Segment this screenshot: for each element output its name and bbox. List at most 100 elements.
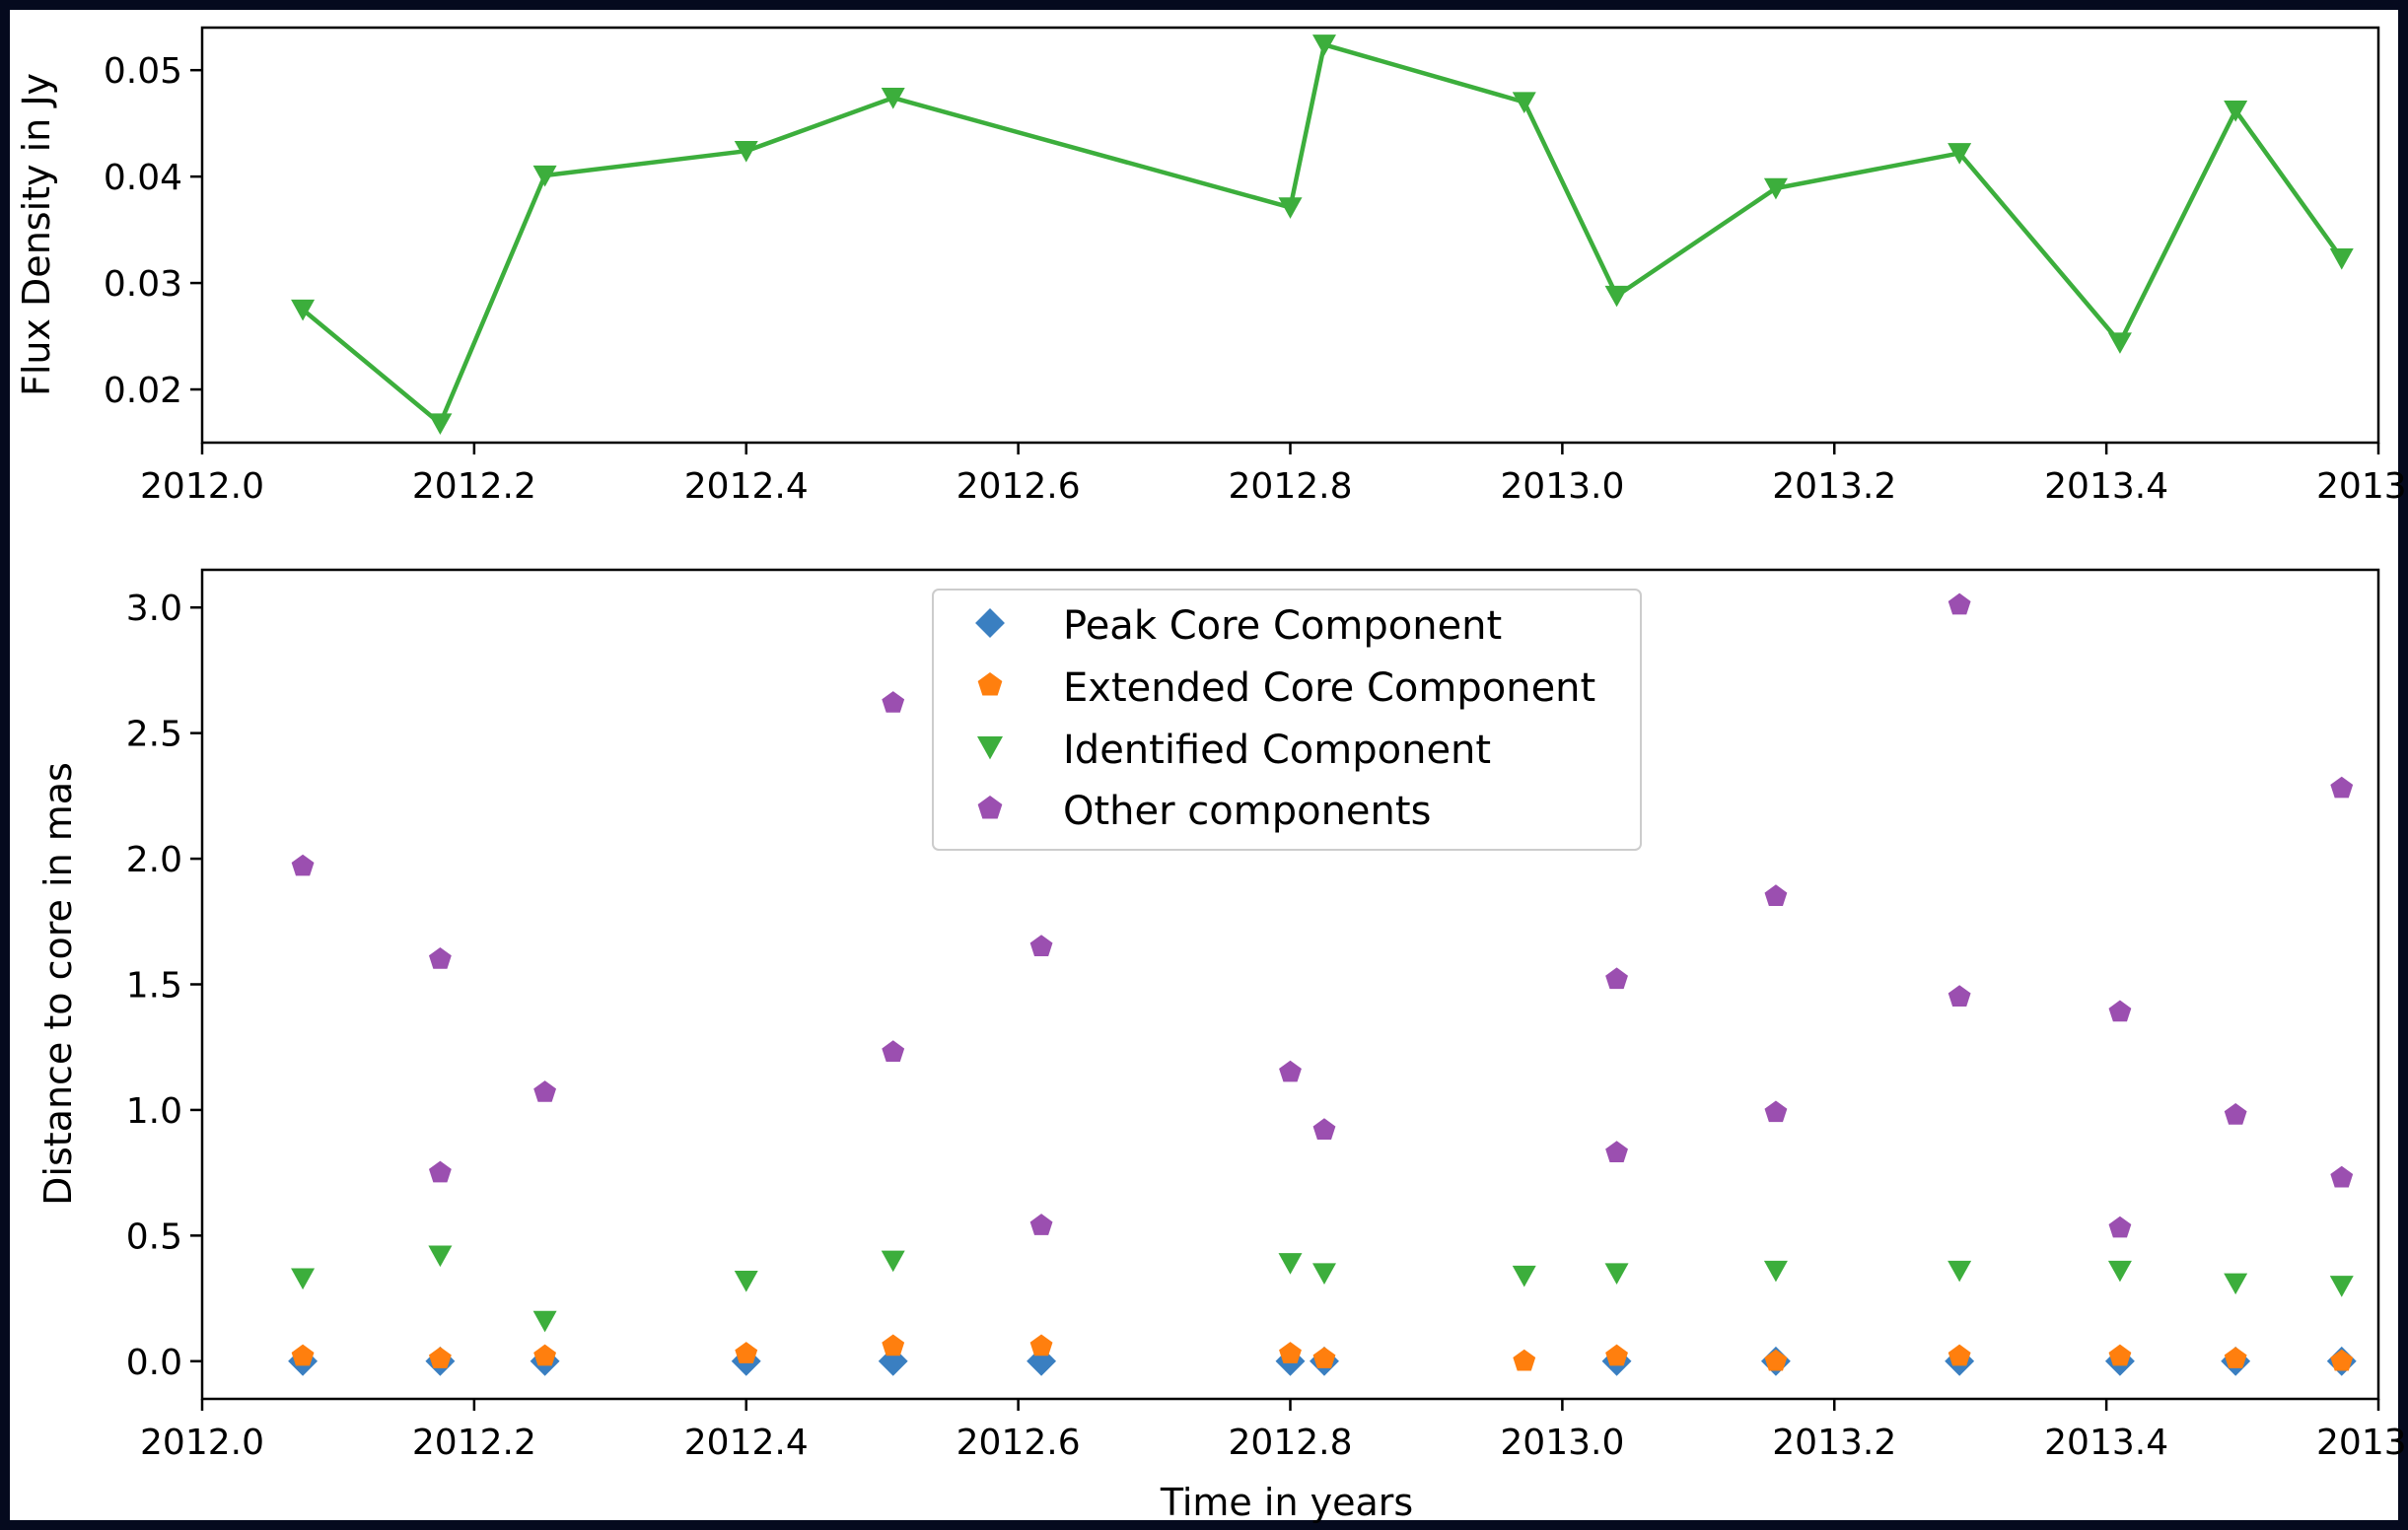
distance-data-point (533, 1080, 557, 1102)
distance-data-point (735, 1342, 758, 1363)
distance-data-point (1948, 1260, 1972, 1283)
legend-markers (975, 608, 1005, 819)
flux-data-point (2224, 101, 2248, 122)
distance-data-point (881, 1250, 905, 1273)
flux-x-tick-label: 2012.8 (1229, 466, 1353, 507)
distance-data-point (2224, 1273, 2248, 1295)
flux-density-x-ticks: 2012.0 2012.2 2012.4 2012.6 2012.8 2013.0 2013… (140, 443, 2408, 507)
distance-y-tick-label: 0.0 (126, 1343, 182, 1383)
distance-data-point (291, 1268, 316, 1290)
legend-label-extended: Extended Core Component (1063, 665, 1595, 711)
distance-data-point (882, 1040, 905, 1063)
flux-data-point (1512, 92, 1536, 113)
distance-data-point (532, 1310, 557, 1333)
distance-x-ticks: 2012.0 2012.2 2012.4 2012.6 2012.8 2013.0 2013… (140, 1399, 2408, 1463)
distance-series-3 (291, 592, 2354, 1238)
distance-x-axis-label: Time in years (1160, 1481, 1413, 1524)
distance-data-point (2108, 1344, 2132, 1366)
distance-data-point (428, 947, 452, 969)
flux-data-point (881, 88, 905, 109)
flux-density-panel: 0.020.030.040.05 2012.0 2012.2 2012.4 2012.… (15, 26, 2408, 507)
distance-data-point (2108, 1000, 2132, 1022)
distance-x-tick-label: 2012.4 (684, 1423, 809, 1463)
legend-label-identified: Identified Component (1063, 728, 1491, 773)
distance-x-tick-label: 2012.8 (1229, 1423, 1353, 1463)
distance-data-point (2330, 1165, 2354, 1188)
distance-data-point (2224, 1103, 2247, 1125)
distance-data-point (2107, 1260, 2132, 1283)
distance-data-point (1029, 935, 1053, 956)
distance-data-point (291, 854, 315, 876)
distance-data-point (428, 1347, 452, 1368)
flux-data-point (1278, 197, 1303, 219)
distance-data-point (1763, 1260, 1788, 1283)
distance-data-point (1279, 1342, 1302, 1363)
distance-data-point (1605, 1344, 1628, 1366)
distance-data-point (428, 1245, 453, 1268)
distance-data-point (1605, 967, 1628, 990)
legend-marker-0 (975, 608, 1005, 638)
distance-data-point (1279, 1060, 1302, 1082)
flux-data-point (734, 141, 758, 163)
distance-data-point (1948, 1344, 1971, 1366)
distance-data-point (1029, 1214, 1053, 1235)
flux-density-plot-area (291, 35, 2354, 435)
distance-data-point (882, 691, 905, 713)
distance-y-tick-label: 3.0 (126, 589, 182, 629)
legend: Peak Core Component Extended Core Compon… (932, 589, 1642, 851)
distance-panel: 0.0 0.5 1.0 1.5 2.0 2.5 3.0 2012.0 2012.2 2012.4… (36, 568, 2408, 1524)
legend-label-other: Other components (1063, 789, 1431, 834)
distance-data-point (2329, 1276, 2354, 1297)
distance-data-point (1513, 1349, 1536, 1371)
flux-x-tick-label: 2012.0 (140, 466, 264, 507)
flux-data-point (2329, 248, 2354, 270)
distance-data-point (1311, 1263, 1336, 1285)
flux-data-point (2107, 332, 2132, 354)
flux-x-tick-label: 2012.4 (684, 466, 809, 507)
flux-x-tick-label: 2012.6 (956, 466, 1081, 507)
legend-label-peak: Peak Core Component (1063, 603, 1502, 649)
flux-data-point (1948, 143, 1972, 165)
distance-x-tick-label: 2012.0 (140, 1423, 264, 1463)
flux-y-tick-label: 0.02 (104, 371, 182, 411)
distance-data-point (1764, 1349, 1788, 1371)
distance-y-tick-label: 2.0 (126, 840, 182, 880)
flux-x-tick-label: 2013.0 (1500, 466, 1624, 507)
legend-box (932, 589, 1642, 851)
flux-y-tick-label: 0.03 (104, 264, 182, 305)
flux-y-tick-label: 0.04 (104, 158, 182, 198)
distance-data-point (1512, 1265, 1536, 1287)
flux-y-tick-label: 0.05 (104, 51, 182, 92)
distance-series-2 (291, 1245, 2354, 1333)
flux-x-tick-label: 2012.2 (412, 466, 536, 507)
distance-data-point (882, 1334, 905, 1356)
legend-marker-1 (977, 672, 1003, 696)
distance-series-1 (291, 1334, 2354, 1371)
distance-data-point (1029, 1334, 1053, 1356)
distance-data-point (1948, 592, 1971, 615)
distance-plot-area (288, 592, 2357, 1376)
distance-data-point (2108, 1216, 2132, 1238)
flux-data-point (291, 299, 316, 321)
distance-x-tick-label: 2013.0 (1500, 1423, 1624, 1463)
flux-x-tick-label: 2013.4 (2044, 466, 2168, 507)
distance-data-point (1605, 1141, 1628, 1162)
distance-y-tick-label: 1.5 (126, 966, 182, 1007)
distance-data-point (1948, 985, 1971, 1007)
flux-series-line (301, 42, 2344, 426)
distance-data-point (1764, 1100, 1788, 1123)
distance-data-point (1278, 1253, 1303, 1275)
distance-data-point (2330, 1349, 2354, 1371)
flux-data-point (1763, 177, 1788, 200)
distance-y-tick-label: 2.5 (126, 715, 182, 755)
flux-data-point (428, 413, 453, 435)
distance-data-point (1312, 1347, 1336, 1368)
flux-x-tick-label: 2013.2 (1772, 466, 1896, 507)
flux-data-point (532, 165, 557, 187)
flux-density-y-ticks: 0.02 0.03 0.04 0.05 (104, 51, 202, 411)
distance-y-tick-label: 0.5 (126, 1217, 182, 1257)
distance-x-tick-label: 2013.4 (2044, 1423, 2168, 1463)
distance-x-tick-label: 2013.6 (2316, 1423, 2408, 1463)
legend-marker-3 (977, 796, 1003, 819)
